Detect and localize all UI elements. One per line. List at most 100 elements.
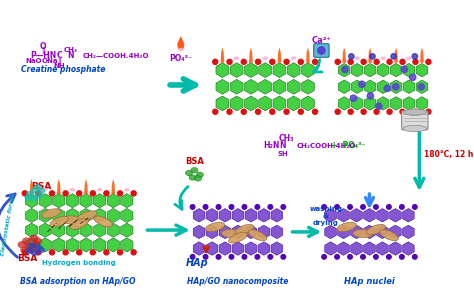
Ellipse shape xyxy=(235,224,254,234)
Text: BSA: BSA xyxy=(31,182,51,191)
Circle shape xyxy=(241,59,246,64)
FancyBboxPatch shape xyxy=(401,111,428,130)
Ellipse shape xyxy=(37,247,45,253)
Ellipse shape xyxy=(221,230,241,238)
Circle shape xyxy=(242,205,246,209)
Circle shape xyxy=(213,109,218,114)
Ellipse shape xyxy=(70,188,75,192)
Circle shape xyxy=(322,255,327,259)
Circle shape xyxy=(412,205,417,209)
Ellipse shape xyxy=(50,216,69,227)
Ellipse shape xyxy=(24,194,33,201)
Circle shape xyxy=(255,59,261,64)
Circle shape xyxy=(49,250,55,255)
Ellipse shape xyxy=(263,56,268,60)
Ellipse shape xyxy=(33,237,42,244)
Ellipse shape xyxy=(124,188,129,192)
Text: washing
&
drying: washing & drying xyxy=(310,206,342,226)
Text: CH₂—COOH.4H₂O: CH₂—COOH.4H₂O xyxy=(83,53,149,59)
Text: NaO: NaO xyxy=(26,58,42,64)
Polygon shape xyxy=(111,179,115,194)
Circle shape xyxy=(374,205,378,209)
Circle shape xyxy=(213,59,218,64)
Ellipse shape xyxy=(403,125,427,132)
Ellipse shape xyxy=(185,170,192,176)
Circle shape xyxy=(255,255,260,259)
Circle shape xyxy=(413,59,418,64)
Ellipse shape xyxy=(248,230,267,241)
Circle shape xyxy=(104,191,109,196)
Ellipse shape xyxy=(33,184,42,191)
Text: NH: NH xyxy=(54,63,65,69)
Ellipse shape xyxy=(94,216,112,227)
Ellipse shape xyxy=(97,188,102,192)
Ellipse shape xyxy=(70,218,89,230)
Ellipse shape xyxy=(34,244,43,251)
Circle shape xyxy=(387,255,391,259)
Circle shape xyxy=(361,255,365,259)
Circle shape xyxy=(348,109,353,114)
Circle shape xyxy=(284,109,289,114)
Circle shape xyxy=(227,59,232,64)
Circle shape xyxy=(191,255,195,259)
Ellipse shape xyxy=(27,246,36,254)
Ellipse shape xyxy=(291,56,296,60)
Circle shape xyxy=(400,59,405,64)
Text: HAp: HAp xyxy=(186,258,209,268)
Circle shape xyxy=(312,109,318,114)
Ellipse shape xyxy=(31,187,39,193)
Circle shape xyxy=(270,59,275,64)
Circle shape xyxy=(229,255,234,259)
Ellipse shape xyxy=(353,230,373,238)
Text: Electrostatic forces: Electrostatic forces xyxy=(0,193,17,257)
Text: +  PO₄³⁻: + PO₄³⁻ xyxy=(331,141,366,151)
Circle shape xyxy=(312,59,318,64)
Text: ‖: ‖ xyxy=(41,47,45,54)
Circle shape xyxy=(400,205,404,209)
Ellipse shape xyxy=(42,209,61,218)
Text: Ca²⁺: Ca²⁺ xyxy=(311,36,331,45)
Ellipse shape xyxy=(205,222,225,232)
Circle shape xyxy=(392,84,399,90)
Circle shape xyxy=(374,109,379,114)
Text: CH₃: CH₃ xyxy=(63,47,77,53)
Circle shape xyxy=(255,205,260,209)
Circle shape xyxy=(242,255,246,259)
Ellipse shape xyxy=(61,216,81,224)
Circle shape xyxy=(63,250,68,255)
Ellipse shape xyxy=(22,237,31,244)
Circle shape xyxy=(229,205,234,209)
Circle shape xyxy=(335,109,340,114)
Circle shape xyxy=(118,250,123,255)
Circle shape xyxy=(203,205,208,209)
Circle shape xyxy=(90,250,95,255)
Circle shape xyxy=(361,59,366,64)
Circle shape xyxy=(342,66,348,73)
Ellipse shape xyxy=(43,188,48,192)
Polygon shape xyxy=(57,179,61,194)
Ellipse shape xyxy=(35,192,44,199)
Circle shape xyxy=(410,74,416,80)
Circle shape xyxy=(284,59,289,64)
Ellipse shape xyxy=(228,232,247,243)
Circle shape xyxy=(400,255,404,259)
Text: ONa: ONa xyxy=(42,58,58,64)
Circle shape xyxy=(335,59,340,64)
Text: Creatine phosphate: Creatine phosphate xyxy=(21,65,105,74)
Circle shape xyxy=(391,54,396,59)
Polygon shape xyxy=(306,47,310,63)
Polygon shape xyxy=(278,47,281,63)
Circle shape xyxy=(268,205,273,209)
Ellipse shape xyxy=(234,56,239,60)
Circle shape xyxy=(400,109,405,114)
Circle shape xyxy=(322,205,327,209)
Polygon shape xyxy=(30,179,33,194)
Text: CH₃: CH₃ xyxy=(278,134,294,143)
Circle shape xyxy=(191,205,195,209)
Ellipse shape xyxy=(337,222,356,232)
Polygon shape xyxy=(342,47,346,63)
Polygon shape xyxy=(84,179,88,194)
Text: BSA adsorption on HAp/GO: BSA adsorption on HAp/GO xyxy=(19,277,135,285)
Circle shape xyxy=(77,191,82,196)
Circle shape xyxy=(298,59,303,64)
